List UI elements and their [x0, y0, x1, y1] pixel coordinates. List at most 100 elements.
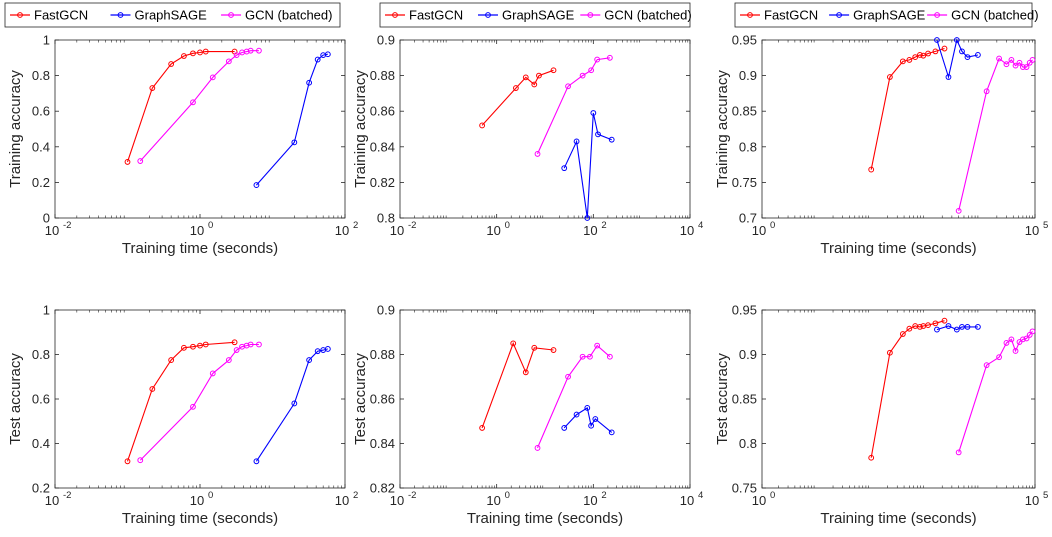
legend-marker-graphsage	[485, 12, 491, 18]
data-point-graphsage	[314, 348, 321, 355]
y-axis-label: Test accuracy	[352, 353, 369, 445]
data-point-graphsage	[561, 425, 568, 431]
plot-area-frame	[761, 39, 1036, 219]
series-gcn-batched	[955, 328, 1036, 456]
x-axis-label: Training time (seconds)	[122, 510, 278, 527]
data-point-graphsage	[324, 51, 331, 58]
data-point-graphsage	[291, 400, 298, 407]
data-point-fastgcn	[531, 344, 538, 351]
plot-area-frame	[54, 309, 346, 489]
series-line-gcn-batched	[536, 344, 611, 449]
data-point-graphsage	[975, 324, 981, 330]
series-line-fastgcn	[481, 69, 554, 126]
data-point-fastgcn	[181, 53, 187, 59]
x-tick-label: 10	[45, 493, 59, 508]
data-point-fastgcn	[868, 166, 875, 173]
y-tick-label: 1	[43, 33, 50, 48]
legend-label-fastgcn: FastGCN	[409, 8, 463, 23]
series-graphsage	[253, 346, 331, 465]
y-tick-label: 0	[43, 211, 50, 226]
y-axis-label: Test accuracy	[7, 353, 24, 445]
y-tick-label: 0.6	[32, 104, 50, 119]
y-tick-label: 0.2	[32, 175, 50, 190]
y-tick-label: 1	[43, 303, 50, 318]
y-tick-label: 0.82	[370, 175, 395, 190]
data-point-fastgcn	[149, 386, 156, 392]
data-point-gcn-batched	[955, 207, 962, 214]
x-tick-label: 10	[390, 223, 404, 238]
data-point-gcn-batched	[225, 58, 232, 65]
data-point-fastgcn	[510, 340, 517, 347]
data-point-gcn-batched	[1029, 328, 1036, 335]
data-point-fastgcn	[513, 85, 519, 91]
data-point-fastgcn	[899, 58, 906, 65]
data-point-gcn-batched	[137, 158, 144, 164]
legend-label-graphsage: GraphSAGE	[853, 8, 926, 23]
y-tick-label: 0.86	[370, 392, 395, 407]
series-line-fastgcn	[481, 341, 554, 429]
x-tick-exponent: 0	[505, 490, 510, 501]
data-point-graphsage	[975, 52, 981, 58]
chart-panel-4: 0.2 0.4 0.6 0.8 1 10 -2 10 0 10 2 Training time (se…	[7, 303, 358, 528]
x-tick-label: 10	[486, 223, 500, 238]
legend-2: FastGCN GraphSAGE GCN (batched)	[379, 2, 692, 28]
data-point-graphsage	[964, 324, 971, 330]
data-point-graphsage	[561, 165, 568, 172]
data-point-fastgcn	[231, 339, 238, 346]
data-point-fastgcn	[941, 45, 948, 52]
series-line-gcn-batched	[958, 331, 1033, 453]
series-graphsage	[561, 110, 615, 221]
series-line-gcn-batched	[958, 57, 1033, 212]
data-point-gcn-batched	[594, 342, 601, 349]
data-point-gcn-batched	[606, 54, 613, 61]
data-point-gcn-batched	[983, 88, 990, 95]
y-tick-label: 0.2	[32, 481, 50, 496]
data-point-fastgcn	[941, 317, 948, 324]
legend-marker-gcn-batched	[587, 12, 594, 18]
data-point-graphsage	[590, 110, 597, 116]
data-point-gcn-batched	[955, 449, 962, 456]
data-point-graphsage	[584, 405, 591, 411]
x-tick-label: 10	[390, 493, 404, 508]
data-point-gcn-batched	[1003, 340, 1010, 346]
legend-marker-graphsage	[836, 12, 842, 18]
data-point-graphsage	[964, 54, 971, 60]
data-point-gcn-batched	[190, 99, 196, 106]
series-gcn-batched	[955, 55, 1036, 214]
data-point-graphsage	[314, 56, 321, 63]
data-point-gcn-batched	[1023, 335, 1030, 342]
data-point-gcn-batched	[996, 55, 1002, 62]
y-tick-label: 0.9	[739, 347, 757, 362]
legend-marker-fastgcn	[747, 12, 753, 18]
legend-label-gcn-batched: GCN (batched)	[604, 8, 691, 23]
y-tick-label: 0.9	[377, 33, 395, 48]
y-tick-label: 0.95	[732, 303, 757, 318]
x-axis-label: Training time (seconds)	[820, 240, 976, 257]
data-point-gcn-batched	[209, 74, 216, 81]
x-tick-exponent: -2	[408, 490, 416, 501]
legend-marker-gcn-batched	[228, 12, 234, 18]
plot-area-frame	[399, 309, 691, 489]
x-tick-exponent: 0	[770, 220, 775, 231]
y-tick-label: 0.4	[32, 139, 50, 154]
data-point-gcn-batched	[587, 353, 593, 360]
legend-1: FastGCN GraphSAGE GCN (batched)	[4, 2, 341, 28]
y-tick-label: 0.8	[377, 211, 395, 226]
series-gcn-batched	[137, 341, 262, 464]
y-tick-label: 0.4	[32, 436, 50, 451]
series-graphsage	[253, 51, 331, 188]
x-tick-exponent: 5	[1043, 220, 1048, 231]
y-tick-label: 0.88	[370, 68, 395, 83]
data-point-graphsage	[573, 138, 580, 145]
y-axis-label: Training accuracy	[714, 70, 731, 188]
data-point-fastgcn	[912, 54, 919, 60]
x-tick-exponent: 2	[353, 490, 358, 501]
data-point-fastgcn	[181, 344, 187, 351]
data-point-gcn-batched	[225, 357, 232, 363]
data-point-graphsage	[291, 139, 298, 146]
legend-label-gcn-batched: GCN (batched)	[245, 8, 332, 23]
x-axis-label: Training time (seconds)	[820, 510, 976, 527]
data-point-gcn-batched	[243, 48, 250, 55]
series-line-graphsage	[936, 325, 978, 331]
data-point-graphsage	[306, 357, 313, 363]
